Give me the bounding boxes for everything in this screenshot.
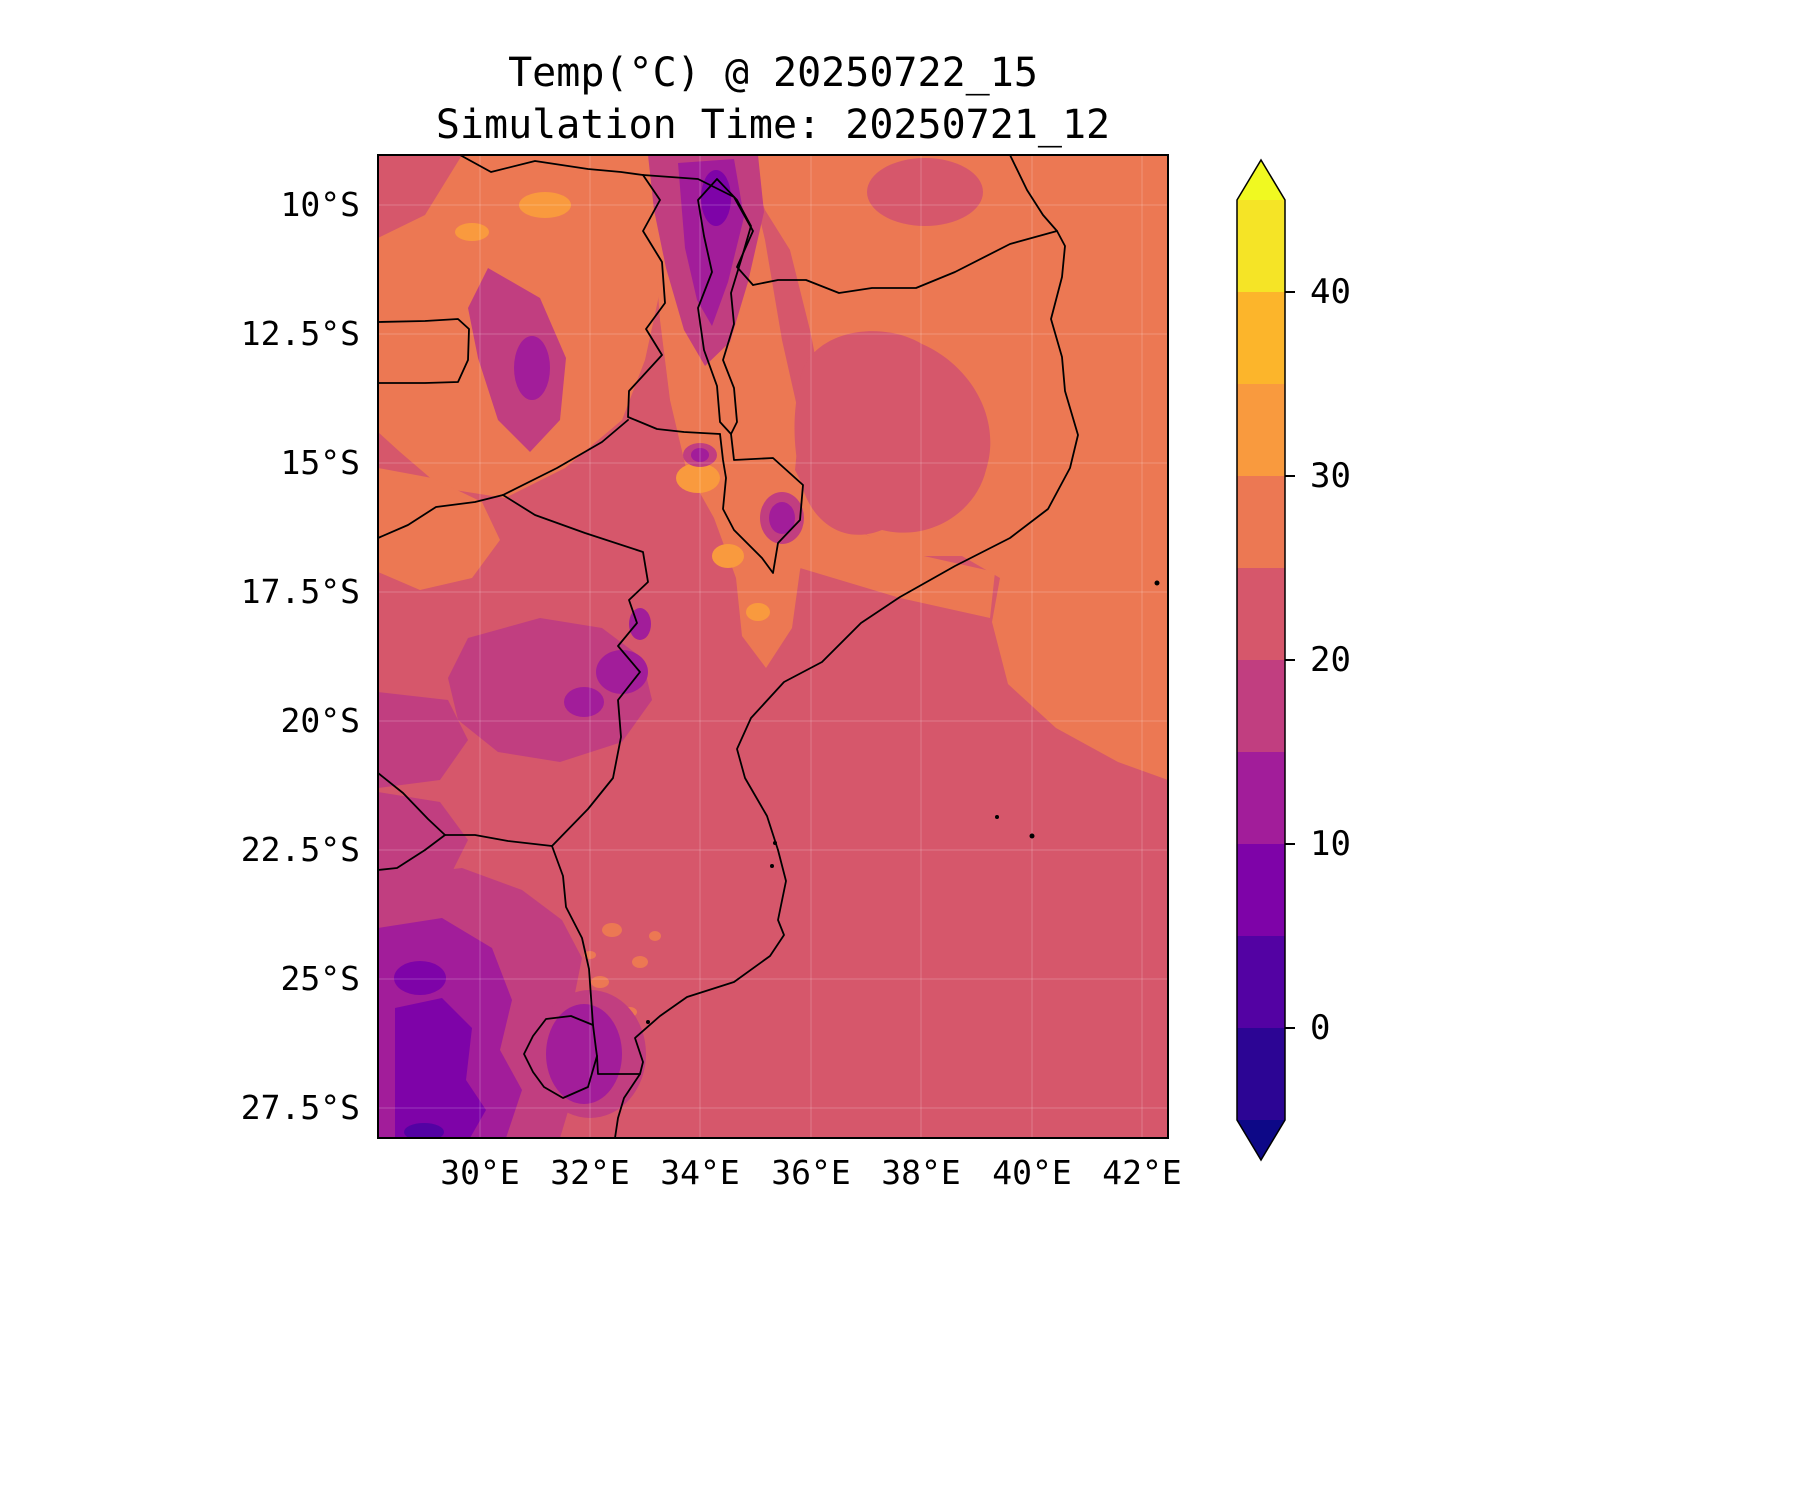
y-tick-label: 15°S — [280, 443, 360, 482]
x-tick-label: 30°E — [440, 1153, 520, 1192]
colorbar-tick-label: 30 — [1310, 456, 1351, 496]
border-southafrica-zimbabwe — [444, 834, 553, 847]
gridlines — [378, 155, 1168, 1138]
x-tick-label: 40°E — [992, 1153, 1072, 1192]
border-malawi-south — [719, 433, 804, 574]
y-tick-label: 20°S — [280, 701, 360, 740]
x-tick-label: 38°E — [881, 1153, 961, 1192]
border-tanzania-malawi — [642, 174, 754, 286]
colorbar-band — [1237, 568, 1285, 660]
plot-subtitle: Simulation Time: 20250721_12 — [435, 102, 1111, 148]
x-tick-label: 42°E — [1102, 1153, 1182, 1192]
border-tanzania-zambia — [459, 155, 644, 176]
colorbar-band — [1237, 844, 1285, 936]
x-tick-label: 32°E — [550, 1153, 630, 1192]
colorbar-band — [1237, 1028, 1285, 1120]
y-tick-label: 17.5°S — [240, 572, 360, 611]
y-tick-label: 25°S — [280, 959, 360, 998]
country-borders — [378, 155, 1079, 1138]
y-tick-label: 27.5°S — [240, 1088, 360, 1127]
colorbar-tick-label: 10 — [1310, 824, 1351, 864]
colorbar — [1236, 158, 1295, 1162]
colorbar-band — [1237, 200, 1285, 292]
border-zambia-mozambique — [502, 419, 629, 496]
x-tick-label: 34°E — [660, 1153, 740, 1192]
y-tick-label: 12.5°S — [240, 314, 360, 353]
colorbar-band — [1237, 660, 1285, 752]
colorbar-tick-label: 40 — [1310, 272, 1351, 312]
border-botswana-zimbabwe — [378, 772, 446, 836]
coastline — [614, 155, 1079, 1138]
border-eswatini — [523, 1015, 598, 1099]
field-30-35-pockets — [455, 192, 770, 621]
island-dots — [646, 580, 1160, 1024]
colorbar-band — [1237, 292, 1285, 384]
plot-title: Temp(°C) @ 20250722_15 — [508, 50, 1038, 96]
colorbar-tick-label: 0 — [1310, 1008, 1331, 1048]
colorbar-band — [1237, 936, 1285, 1028]
border-drc-pedicle — [378, 318, 470, 384]
colorbar-over-arrow — [1237, 160, 1285, 200]
lake-malawi-outline — [697, 178, 752, 435]
colorbar-outline — [1236, 158, 1286, 1162]
colorbar-tick-label: 20 — [1310, 640, 1351, 680]
colorbar-band — [1237, 476, 1285, 568]
border-tanzania-mozambique — [752, 230, 1058, 294]
colorbar-band — [1237, 384, 1285, 476]
field-0-5-pocket — [404, 1123, 444, 1138]
border-southafrica-botswana — [378, 834, 446, 871]
map-layers — [378, 155, 1168, 1138]
border-malawi-west — [627, 174, 721, 435]
x-tick-label: 36°E — [771, 1153, 851, 1192]
y-tick-label: 10°S — [280, 185, 360, 224]
axes-frame — [377, 154, 1169, 1139]
colorbar-band — [1237, 752, 1285, 844]
border-zambia-zimbabwe — [378, 494, 504, 539]
border-southafrica-mozambique — [551, 845, 641, 1075]
y-tick-label: 22.5°S — [240, 830, 360, 869]
colorbar-under-arrow — [1237, 1120, 1285, 1160]
border-zimbabwe-mozambique — [502, 494, 649, 847]
colorbar-ticks — [1285, 291, 1295, 1029]
field-20-25-holes — [378, 155, 991, 535]
